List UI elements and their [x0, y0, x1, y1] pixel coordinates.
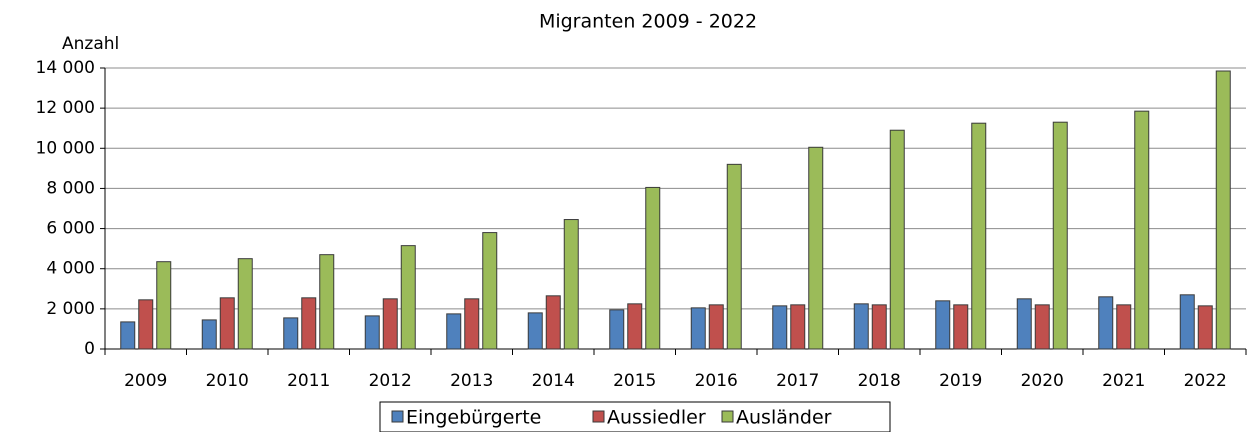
- bar: [953, 304, 969, 350]
- bar: [808, 146, 824, 350]
- y-tick-label: 6 000: [46, 219, 95, 239]
- bar: [935, 300, 951, 350]
- chart-title: Migranten 2009 - 2022: [539, 11, 757, 33]
- x-tick-label: 2021: [1102, 371, 1145, 391]
- x-tick-label: 2016: [695, 371, 738, 391]
- bar: [609, 309, 625, 350]
- bar: [237, 258, 253, 350]
- bar: [1098, 296, 1114, 350]
- bar: [772, 305, 788, 350]
- bar: [464, 298, 480, 350]
- legend-swatch: [592, 410, 605, 423]
- legend-box: [379, 401, 891, 432]
- y-tick-label: 4 000: [46, 259, 95, 279]
- y-tick-label: 8 000: [46, 178, 95, 198]
- bar: [1179, 294, 1195, 350]
- x-tick-label: 2010: [206, 371, 249, 391]
- bar: [120, 321, 136, 350]
- x-tick-label: 2012: [369, 371, 412, 391]
- bar: [690, 307, 706, 350]
- bar: [790, 304, 806, 350]
- bar: [319, 254, 335, 350]
- legend-swatch: [721, 410, 734, 423]
- bar: [853, 303, 869, 350]
- bar: [645, 186, 661, 350]
- bar: [1134, 110, 1150, 350]
- y-tick-label: 14 000: [36, 58, 95, 78]
- x-tick-label: 2013: [450, 371, 493, 391]
- bar: [971, 122, 987, 350]
- bar: [138, 299, 154, 350]
- bar: [1016, 298, 1032, 350]
- bar: [889, 129, 905, 350]
- bar: [1197, 305, 1213, 350]
- x-tick-label: 2020: [1021, 371, 1064, 391]
- legend-label: Aussiedler: [607, 407, 706, 429]
- bar: [400, 245, 416, 350]
- legend-label: Ausländer: [736, 407, 832, 429]
- y-tick-label: 2 000: [46, 299, 95, 319]
- legend-label: Eingebürgerte: [406, 407, 541, 429]
- x-tick-label: 2009: [124, 371, 167, 391]
- bar: [201, 319, 217, 350]
- x-tick-label: 2011: [287, 371, 330, 391]
- bar: [1215, 70, 1231, 350]
- legend-swatch: [391, 410, 404, 423]
- bar: [482, 232, 498, 350]
- bar: [726, 163, 742, 350]
- bar: [627, 303, 643, 350]
- bar: [219, 297, 235, 350]
- bar: [545, 295, 561, 350]
- bar: [1034, 304, 1050, 350]
- x-tick-label: 2019: [939, 371, 982, 391]
- y-tick-label: 0: [84, 339, 95, 359]
- bar: [301, 297, 317, 350]
- x-tick-label: 2015: [613, 371, 656, 391]
- bar: [382, 298, 398, 350]
- y-tick-label: 10 000: [36, 138, 95, 158]
- x-tick-label: 2018: [858, 371, 901, 391]
- bar: [156, 261, 172, 350]
- bar: [446, 313, 462, 350]
- bar: [1116, 304, 1132, 350]
- bar: [708, 304, 724, 350]
- bar: [283, 317, 299, 350]
- x-tick-label: 2014: [532, 371, 575, 391]
- bar: [364, 315, 380, 350]
- bar: [1052, 121, 1068, 350]
- x-tick-label: 2017: [776, 371, 819, 391]
- x-tick-label: 2022: [1184, 371, 1227, 391]
- bar: [563, 219, 579, 350]
- y-tick-label: 12 000: [36, 98, 95, 118]
- bar: [871, 304, 887, 350]
- bar: [527, 312, 543, 350]
- y-axis-label: Anzahl: [62, 34, 119, 54]
